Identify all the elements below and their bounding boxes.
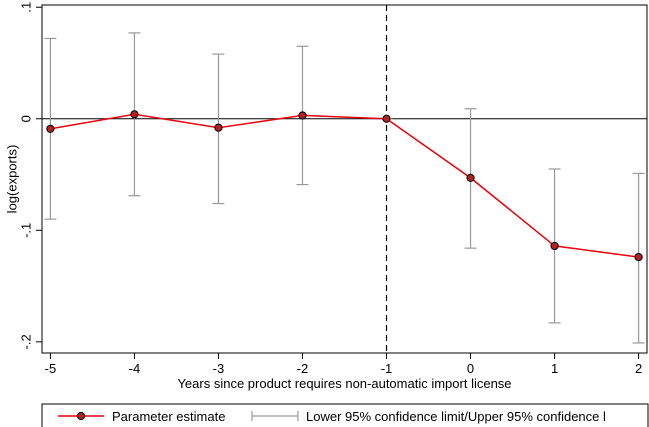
y-tick-label: .1 xyxy=(19,2,34,13)
x-tick-label: -2 xyxy=(297,361,309,376)
y-tick-label: -.2 xyxy=(19,334,34,349)
legend: Parameter estimate Lower 95% confidence … xyxy=(41,403,649,427)
x-axis: -5 -4 -3 -2 -1 0 1 2 xyxy=(45,353,642,376)
legend-label-estimate: Parameter estimate xyxy=(112,409,225,424)
estimate-point xyxy=(298,111,307,120)
x-tick-label: 1 xyxy=(551,361,558,376)
reference-lines xyxy=(42,5,647,353)
estimate-point xyxy=(214,123,223,132)
y-axis: .1 0 -.1 -.2 xyxy=(19,2,42,349)
estimate-point xyxy=(46,124,55,133)
legend-key-confidence xyxy=(251,411,299,421)
x-tick-label: -5 xyxy=(45,361,57,376)
confidence-intervals xyxy=(44,32,645,344)
x-tick-label: 0 xyxy=(467,361,474,376)
estimate-line xyxy=(50,113,639,258)
y-axis-label: log(exports) xyxy=(5,145,20,214)
estimate-point xyxy=(634,252,643,262)
legend-box xyxy=(41,403,649,427)
estimate-point xyxy=(550,241,559,251)
estimate-point xyxy=(130,110,139,119)
estimate-points xyxy=(46,110,643,262)
estimate-point xyxy=(466,173,475,182)
plot-frame xyxy=(41,4,648,354)
legend-marker xyxy=(76,411,86,421)
y-tick-label: -.1 xyxy=(19,223,34,238)
x-axis-label: Years since product requires non-automat… xyxy=(177,376,511,391)
estimate-series xyxy=(50,113,639,258)
x-tick-label: -4 xyxy=(129,361,141,376)
estimate-point xyxy=(382,114,391,123)
legend-label-confidence: Lower 95% confidence limit/Upper 95% con… xyxy=(306,409,606,424)
x-tick-label: -3 xyxy=(213,361,225,376)
x-tick-label: 2 xyxy=(635,361,642,376)
y-tick-label: 0 xyxy=(19,115,34,122)
x-tick-label: -1 xyxy=(381,361,393,376)
legend-key-estimate xyxy=(58,411,104,421)
